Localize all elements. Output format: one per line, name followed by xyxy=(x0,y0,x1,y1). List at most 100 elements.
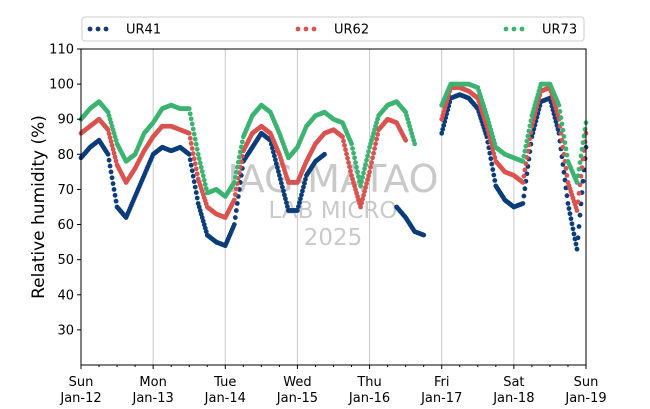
data-point xyxy=(562,140,568,146)
data-point xyxy=(491,151,497,156)
data-point xyxy=(187,135,193,141)
y-tick-label: 80 xyxy=(57,148,74,163)
data-point xyxy=(362,188,367,194)
data-point xyxy=(348,168,353,174)
x-tick-label-day: Wed xyxy=(283,375,311,390)
data-point xyxy=(110,146,116,152)
data-point xyxy=(364,157,369,163)
data-point xyxy=(568,216,574,222)
data-point xyxy=(108,169,114,175)
x-tick-label-day: Tue xyxy=(213,375,236,390)
data-point xyxy=(110,181,116,186)
data-point xyxy=(355,169,360,175)
data-point xyxy=(489,161,495,167)
data-point xyxy=(573,241,579,247)
data-point xyxy=(199,169,205,174)
data-point xyxy=(192,136,198,142)
data-point xyxy=(231,180,237,185)
data-point xyxy=(300,188,305,194)
data-point xyxy=(571,231,577,237)
watermark-line-3: 2025 xyxy=(304,225,363,251)
data-point xyxy=(369,160,374,165)
data-point xyxy=(441,123,447,128)
data-point xyxy=(365,177,370,183)
legend-marker xyxy=(511,26,517,32)
y-tick-label: 110 xyxy=(49,43,74,58)
data-point xyxy=(276,173,282,178)
data-point xyxy=(576,166,582,172)
data-point xyxy=(234,164,240,170)
legend: UR41 UR62 UR73 xyxy=(81,16,585,42)
data-point xyxy=(232,192,238,197)
data-point xyxy=(350,146,355,151)
data-point xyxy=(281,188,286,194)
data-point xyxy=(556,102,562,108)
data-point xyxy=(488,156,494,162)
y-tick-label: 50 xyxy=(57,253,74,268)
data-point xyxy=(367,169,372,175)
legend-item-UR73: UR73 xyxy=(503,23,577,38)
x-tick-label-date: Jan-17 xyxy=(420,391,462,406)
data-point xyxy=(233,186,239,192)
data-point xyxy=(352,155,357,161)
data-point xyxy=(232,174,238,180)
data-point xyxy=(349,141,354,147)
data-point xyxy=(190,173,196,179)
data-point xyxy=(366,149,371,155)
data-point xyxy=(492,178,498,183)
data-point xyxy=(366,173,371,179)
data-point xyxy=(375,132,380,137)
series-UR41 xyxy=(78,92,589,252)
x-tick-label-day: Sat xyxy=(503,375,524,390)
data-point xyxy=(570,226,576,232)
data-point xyxy=(108,139,114,144)
data-point xyxy=(370,155,375,161)
legend-label: UR73 xyxy=(542,23,577,38)
legend-marker xyxy=(519,26,525,32)
data-point xyxy=(564,193,570,199)
data-point xyxy=(373,141,378,147)
data-point xyxy=(374,136,379,142)
legend-marker xyxy=(503,26,509,32)
data-point xyxy=(195,151,201,157)
data-point xyxy=(186,130,192,136)
data-point xyxy=(439,130,445,136)
data-point xyxy=(189,146,195,151)
data-point xyxy=(522,148,528,154)
data-point xyxy=(403,137,409,143)
data-point xyxy=(192,184,198,190)
data-point xyxy=(363,162,368,167)
data-point xyxy=(202,181,208,187)
data-point xyxy=(236,154,242,160)
data-point xyxy=(105,127,111,133)
data-point xyxy=(363,185,368,190)
data-point xyxy=(322,151,327,157)
data-point xyxy=(233,169,239,175)
data-point xyxy=(561,133,567,139)
data-point xyxy=(107,135,113,140)
data-point xyxy=(522,167,528,173)
data-point xyxy=(342,142,347,148)
data-point xyxy=(105,151,111,157)
data-point xyxy=(193,141,199,147)
data-point xyxy=(487,150,493,156)
data-point xyxy=(520,201,526,206)
data-point xyxy=(578,153,584,159)
legend-label: UR62 xyxy=(334,23,369,38)
data-point xyxy=(113,158,119,164)
data-point xyxy=(198,164,204,170)
data-point xyxy=(188,116,194,122)
data-point xyxy=(358,204,363,210)
data-point xyxy=(197,160,203,166)
data-point xyxy=(564,173,570,178)
data-point xyxy=(343,147,348,153)
data-point xyxy=(365,153,370,159)
data-point xyxy=(346,160,351,165)
data-point xyxy=(569,221,575,227)
data-point xyxy=(574,208,580,213)
data-point xyxy=(364,181,369,186)
data-point xyxy=(186,106,192,112)
data-point xyxy=(354,164,359,170)
series-UR73 xyxy=(78,81,589,199)
data-point xyxy=(560,127,566,133)
